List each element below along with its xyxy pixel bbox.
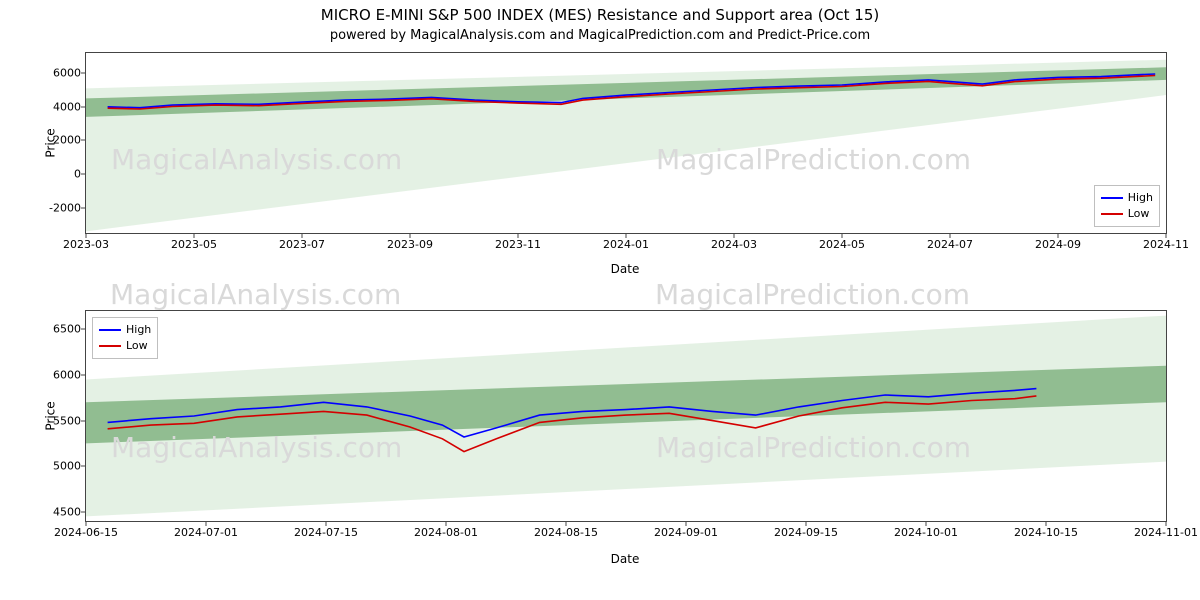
- ytick-label: 6000: [41, 368, 81, 381]
- xtick-label: 2024-11: [1143, 238, 1189, 251]
- ytick-label: 5000: [41, 460, 81, 473]
- legend-item-low: Low: [99, 338, 151, 354]
- legend-label: High: [126, 322, 151, 338]
- legend-label: Low: [126, 338, 148, 354]
- legend-item-high: High: [99, 322, 151, 338]
- ytick-label: 4000: [41, 100, 81, 113]
- ytick-label: 0: [41, 168, 81, 181]
- xtick-label: 2024-09: [1035, 238, 1081, 251]
- ytick-label: 4500: [41, 505, 81, 518]
- ytick-label: 6500: [41, 323, 81, 336]
- bottom-legend: High Low: [92, 317, 158, 359]
- ytick-label: 2000: [41, 134, 81, 147]
- chart-subtitle: powered by MagicalAnalysis.com and Magic…: [0, 28, 1200, 43]
- xtick-label: 2024-08-01: [414, 526, 478, 539]
- xtick-label: 2024-03: [711, 238, 757, 251]
- ytick-label: 6000: [41, 67, 81, 80]
- xtick-label: 2024-10-01: [894, 526, 958, 539]
- figure: MICRO E-MINI S&P 500 INDEX (MES) Resista…: [0, 0, 1200, 600]
- chart-title: MICRO E-MINI S&P 500 INDEX (MES) Resista…: [0, 6, 1200, 24]
- bottom-plot-svg: [86, 311, 1166, 521]
- bottom-xlabel: Date: [85, 552, 1165, 566]
- xtick-label: 2024-07-01: [174, 526, 238, 539]
- xtick-label: 2023-03: [63, 238, 109, 251]
- xtick-label: 2023-05: [171, 238, 217, 251]
- xtick-label: 2023-09: [387, 238, 433, 251]
- top-legend: High Low: [1094, 185, 1160, 227]
- xtick-label: 2024-07: [927, 238, 973, 251]
- xtick-label: 2024-05: [819, 238, 865, 251]
- xtick-label: 2023-07: [279, 238, 325, 251]
- legend-label: Low: [1128, 206, 1150, 222]
- xtick-label: 2024-08-15: [534, 526, 598, 539]
- xtick-label: 2024-09-15: [774, 526, 838, 539]
- xtick-label: 2023-11: [495, 238, 541, 251]
- top-chart-panel: Price -20000200040006000 2023-032023-052…: [85, 52, 1167, 234]
- top-plot-svg: [86, 53, 1166, 233]
- legend-item-high: High: [1101, 190, 1153, 206]
- legend-item-low: Low: [1101, 206, 1153, 222]
- xtick-label: 2024-09-01: [654, 526, 718, 539]
- xtick-label: 2024-06-15: [54, 526, 118, 539]
- xtick-label: 2024-01: [603, 238, 649, 251]
- watermark-text: MagicalAnalysis.com: [110, 278, 401, 311]
- top-xlabel: Date: [85, 262, 1165, 276]
- watermark-text: MagicalPrediction.com: [655, 278, 970, 311]
- xtick-label: 2024-07-15: [294, 526, 358, 539]
- xtick-label: 2024-10-15: [1014, 526, 1078, 539]
- xtick-label: 2024-11-01: [1134, 526, 1198, 539]
- ytick-label: -2000: [41, 201, 81, 214]
- legend-label: High: [1128, 190, 1153, 206]
- ytick-label: 5500: [41, 414, 81, 427]
- bottom-chart-panel: Price 45005000550060006500 2024-06-15202…: [85, 310, 1167, 522]
